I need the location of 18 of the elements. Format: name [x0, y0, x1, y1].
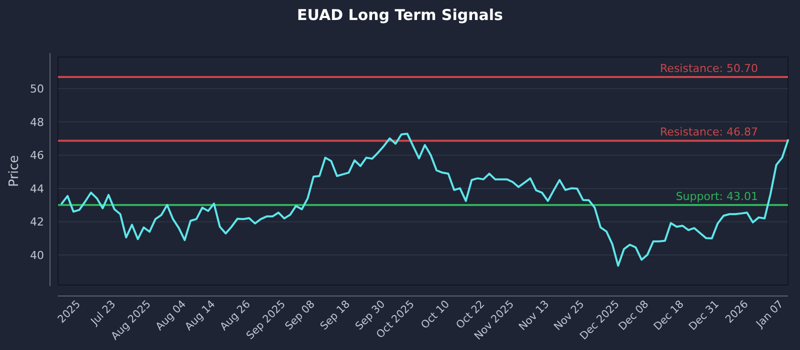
ref-line-label: Resistance: 50.70 [660, 62, 758, 75]
x-tick-label: Jan 07 [753, 298, 786, 331]
x-tick-label: Oct 10 [418, 298, 452, 332]
y-tick-label: 44 [30, 182, 44, 196]
y-tick-label: 42 [30, 216, 44, 229]
x-tick-label: Sep 18 [318, 298, 352, 333]
y-tick-label: 50 [30, 82, 44, 96]
x-tick-label: Dec 31 [686, 298, 722, 333]
y-tick-label: 46 [30, 149, 44, 162]
x-tick-label: Dec 18 [652, 298, 686, 333]
ref-line-label: Resistance: 46.87 [660, 126, 758, 139]
y-axis-title: Price [7, 155, 22, 187]
y-tick-label: 48 [30, 116, 44, 129]
y-tick-label: 40 [30, 248, 44, 262]
x-tick-label: Nov 13 [516, 298, 552, 334]
x-tick-label: Jul 23 [88, 298, 118, 328]
chart-title: EUAD Long Term Signals [297, 6, 504, 24]
ref-line-label: Support: 43.01 [676, 190, 758, 203]
